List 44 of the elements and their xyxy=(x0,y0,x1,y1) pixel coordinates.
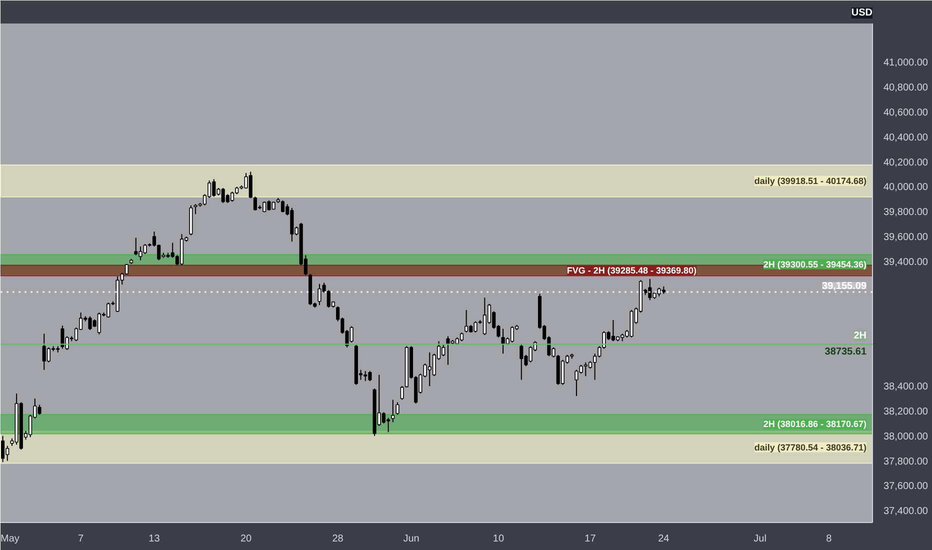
annotation: 38735.61 xyxy=(824,346,867,358)
candlestick xyxy=(280,200,285,213)
y-tick-label: 39,600.00 xyxy=(884,232,928,244)
candlestick xyxy=(396,402,400,416)
band-label: 2H (39300.55 - 39454.36) xyxy=(763,259,867,270)
candlestick xyxy=(248,171,252,198)
band-label: daily (37780.54 - 38036.71) xyxy=(754,442,867,452)
x-tick-label: May xyxy=(0,534,20,544)
x-tick-label: Jul xyxy=(754,534,766,544)
x-tick-label: 10 xyxy=(492,534,504,544)
y-tick-label: 40,200.00 xyxy=(884,157,928,168)
candlestick xyxy=(510,326,514,343)
y-tick-label: 37,400.00 xyxy=(884,506,928,518)
y-tick-label: 40,800.00 xyxy=(884,82,928,94)
y-tick-label: 38,200.00 xyxy=(884,406,928,418)
y-tick-label: 38,400.00 xyxy=(884,382,928,393)
y-tick-label: 39,800.00 xyxy=(884,207,928,218)
y-tick-label: 40,600.00 xyxy=(884,107,928,118)
candlestick xyxy=(391,399,395,423)
candlestick xyxy=(400,386,404,400)
x-tick-label: 7 xyxy=(78,534,84,544)
y-tick-label: 40,400.00 xyxy=(884,132,928,144)
x-tick-label: 13 xyxy=(148,534,160,544)
candlestick xyxy=(1,435,5,463)
candlestick xyxy=(464,310,468,333)
y-tick-label: 37,800.00 xyxy=(884,456,928,468)
y-tick-label: 41,000.00 xyxy=(884,58,928,69)
ref-line-label: 2H xyxy=(854,330,867,342)
band-label: daily (39918.51 - 40174.68) xyxy=(754,176,867,186)
x-tick-label: 8 xyxy=(826,534,832,544)
y-tick-label: 40,000.00 xyxy=(884,182,928,194)
y-tick-label: 39,400.00 xyxy=(884,256,928,268)
x-tick-label: 24 xyxy=(658,534,670,544)
x-tick-label: 20 xyxy=(240,534,252,544)
band-label: 2H (38016.86 - 38170.67) xyxy=(763,419,867,430)
x-tick-label: 28 xyxy=(332,534,344,544)
x-tick-label: 17 xyxy=(584,534,596,544)
y-tick-label: 38,000.00 xyxy=(884,431,928,442)
band-label: FVG - 2H (39285.48 - 39369.80) xyxy=(566,265,697,276)
y-axis-title: USD xyxy=(851,8,873,18)
x-tick-label: Jun xyxy=(403,534,420,544)
candlestick xyxy=(230,191,234,202)
y-tick-label: 37,600.00 xyxy=(884,481,928,492)
ref-line-label: 39,155.09 xyxy=(822,280,867,292)
